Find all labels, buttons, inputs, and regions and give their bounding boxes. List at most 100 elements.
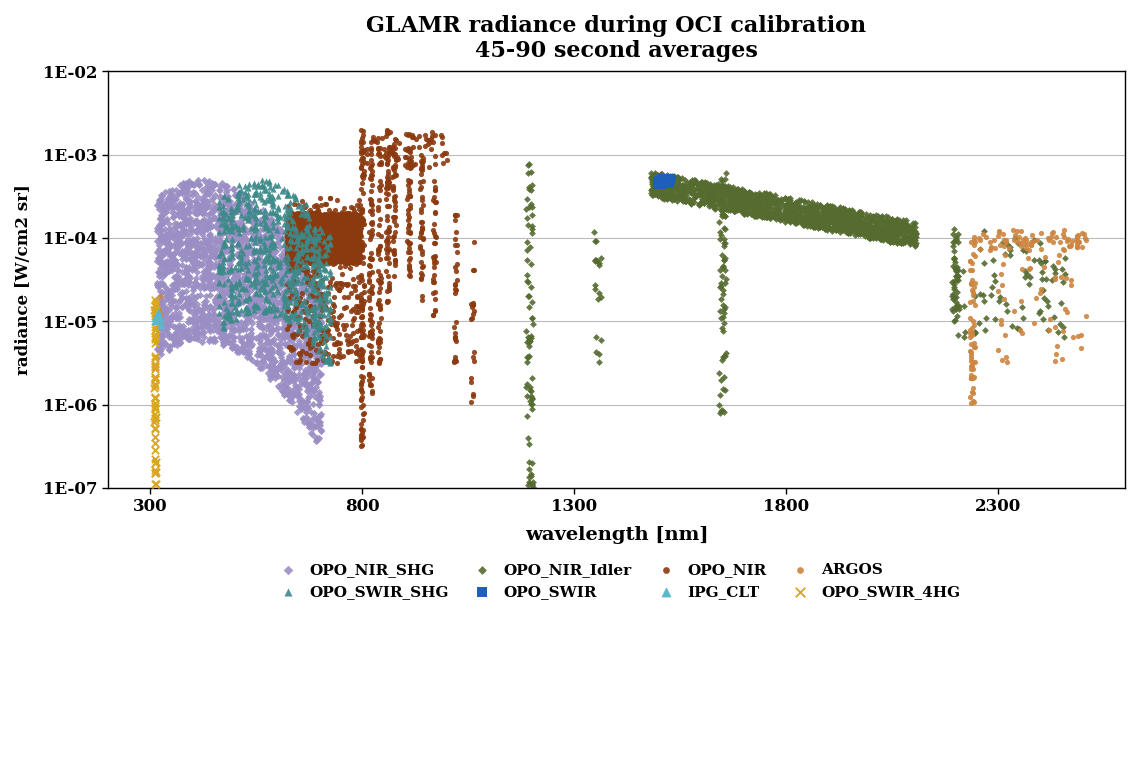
OPO_NIR_Idler <box>825 218 844 230</box>
OPO_NIR <box>307 247 325 260</box>
OPO_NIR_SHG <box>202 312 220 324</box>
OPO_NIR <box>327 216 345 229</box>
OPO_NIR <box>331 284 349 296</box>
OPO_NIR_SHG <box>193 270 211 282</box>
OPO_NIR <box>285 208 303 220</box>
OPO_NIR_SHG <box>272 274 291 286</box>
OPO_NIR <box>352 429 370 442</box>
OPO_NIR_Idler <box>702 181 720 194</box>
OPO_NIR <box>352 311 370 323</box>
OPO_NIR_SHG <box>165 257 184 269</box>
OPO_SWIR_SHG <box>251 233 269 246</box>
OPO_NIR <box>343 218 361 230</box>
OPO_NIR_SHG <box>241 352 259 364</box>
OPO_NIR <box>424 136 442 149</box>
OPO_NIR <box>318 216 336 229</box>
OPO_NIR_Idler <box>756 190 774 202</box>
OPO_NIR_SHG <box>308 281 326 294</box>
OPO_NIR <box>381 140 399 153</box>
OPO_NIR <box>303 212 321 225</box>
OPO_NIR <box>369 286 388 298</box>
OPO_NIR_SHG <box>300 421 318 433</box>
OPO_NIR <box>283 216 301 229</box>
OPO_NIR_Idler <box>860 217 878 229</box>
OPO_NIR_Idler <box>862 212 880 225</box>
OPO_NIR <box>285 305 303 317</box>
OPO_NIR_SHG <box>174 198 193 210</box>
OPO_NIR_SHG <box>154 215 172 227</box>
OPO_NIR_Idler <box>663 189 682 202</box>
OPO_NIR <box>279 246 298 258</box>
OPO_NIR_Idler <box>673 179 691 191</box>
OPO_NIR_SHG <box>282 341 300 353</box>
ARGOS <box>1000 242 1018 254</box>
OPO_NIR_SHG <box>206 319 225 331</box>
OPO_NIR_Idler <box>730 197 748 209</box>
OPO_NIR_Idler <box>881 222 899 234</box>
OPO_NIR_SHG <box>260 343 278 356</box>
OPO_NIR_SHG <box>164 211 182 223</box>
OPO_NIR_Idler <box>715 195 733 208</box>
OPO_SWIR_SHG <box>315 249 333 261</box>
OPO_NIR <box>352 383 370 395</box>
OPO_NIR_Idler <box>781 207 799 219</box>
OPO_NIR <box>465 264 483 277</box>
OPO_NIR <box>298 241 316 253</box>
OPO_NIR_SHG <box>245 296 263 308</box>
OPO_NIR_SHG <box>300 332 318 345</box>
OPO_NIR_SHG <box>195 299 213 312</box>
ARGOS <box>964 387 983 399</box>
OPO_NIR_Idler <box>694 190 712 202</box>
OPO_NIR_SHG <box>301 294 319 306</box>
OPO_NIR <box>292 240 310 253</box>
OPO_NIR_SHG <box>200 268 218 281</box>
ARGOS <box>1032 283 1050 295</box>
OPO_NIR_Idler <box>776 191 795 204</box>
OPO_NIR <box>318 225 336 237</box>
OPO_NIR <box>336 231 355 243</box>
OPO_NIR_SHG <box>165 333 184 346</box>
OPO_NIR_Idler <box>946 296 964 308</box>
OPO_NIR_SHG <box>180 293 198 305</box>
OPO_NIR <box>314 221 332 233</box>
OPO_NIR_SHG <box>307 374 325 387</box>
OPO_NIR_SHG <box>310 351 328 363</box>
OPO_NIR_Idler <box>666 193 684 205</box>
OPO_NIR_SHG <box>255 206 274 219</box>
OPO_NIR <box>323 220 341 232</box>
OPO_NIR <box>334 239 352 252</box>
OPO_NIR <box>426 231 445 243</box>
OPO_NIR_SHG <box>225 222 243 234</box>
OPO_NIR_SHG <box>185 239 203 251</box>
OPO_NIR <box>424 276 442 288</box>
OPO_NIR_SHG <box>163 282 181 294</box>
OPO_NIR_SHG <box>150 265 169 277</box>
OPO_NIR_SHG <box>217 330 235 343</box>
OPO_NIR_SHG <box>177 237 195 250</box>
OPO_NIR <box>282 222 300 234</box>
OPO_NIR_SHG <box>223 221 242 233</box>
OPO_NIR_Idler <box>831 222 849 235</box>
OPO_NIR <box>352 239 370 251</box>
OPO_NIR_Idler <box>705 202 723 215</box>
OPO_NIR <box>314 234 332 246</box>
OPO_SWIR_SHG <box>275 288 293 301</box>
OPO_NIR_SHG <box>283 260 301 273</box>
OPO_NIR <box>336 223 355 236</box>
OPO_NIR_Idler <box>695 177 714 190</box>
OPO_NIR_Idler <box>693 183 711 195</box>
OPO_NIR <box>377 193 396 205</box>
OPO_NIR <box>350 224 368 236</box>
OPO_NIR <box>334 228 352 240</box>
OPO_SWIR_SHG <box>303 233 321 246</box>
OPO_SWIR_SHG <box>229 262 247 274</box>
OPO_NIR <box>287 223 306 236</box>
OPO_NIR <box>369 298 388 310</box>
OPO_NIR_SHG <box>261 370 279 383</box>
OPO_NIR_SHG <box>182 236 201 249</box>
OPO_NIR_Idler <box>848 228 866 240</box>
OPO_NIR_Idler <box>944 239 962 252</box>
OPO_NIR_SHG <box>211 230 229 243</box>
OPO_SWIR_SHG <box>223 246 242 259</box>
OPO_NIR <box>331 244 349 257</box>
